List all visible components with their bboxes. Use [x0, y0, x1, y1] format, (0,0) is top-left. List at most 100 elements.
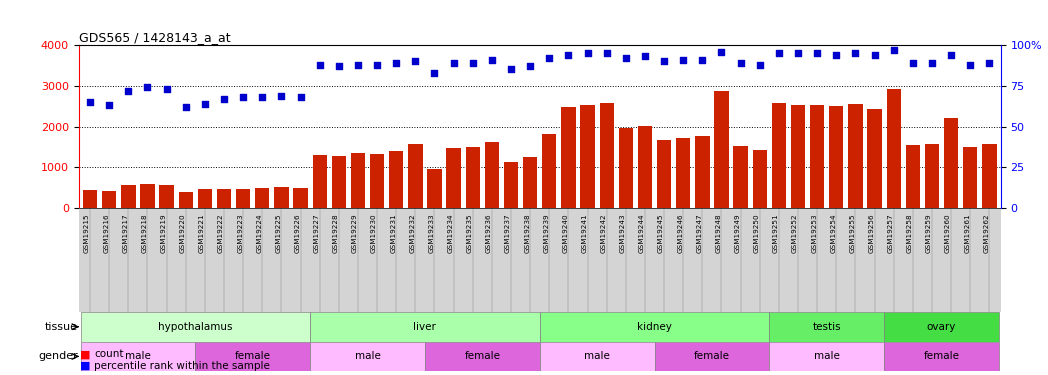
Bar [868, 109, 881, 208]
Bar [676, 138, 691, 208]
Point [733, 60, 749, 66]
Text: GSM19247: GSM19247 [696, 213, 702, 253]
Text: kidney: kidney [637, 322, 672, 332]
Bar [695, 136, 709, 208]
Point [923, 60, 940, 66]
Point [828, 52, 845, 58]
Text: GSM19261: GSM19261 [964, 213, 970, 253]
Text: hypothalamus: hypothalamus [158, 322, 233, 332]
Point [886, 47, 902, 53]
Text: GSM19229: GSM19229 [352, 213, 358, 253]
Text: percentile rank within the sample: percentile rank within the sample [94, 361, 270, 370]
Point [789, 50, 806, 56]
Text: GSM19252: GSM19252 [792, 213, 798, 253]
Bar [618, 128, 633, 208]
Point [580, 50, 596, 56]
Text: GSM19256: GSM19256 [869, 213, 875, 253]
Bar [829, 106, 844, 208]
Bar [810, 105, 825, 208]
Bar [236, 189, 250, 208]
Text: GSM19235: GSM19235 [466, 213, 473, 253]
Text: GSM19227: GSM19227 [313, 213, 320, 253]
Bar [944, 118, 958, 208]
Bar [140, 184, 155, 208]
Bar [655, 342, 769, 371]
Point [694, 57, 711, 63]
Point [216, 96, 233, 102]
Bar [293, 188, 308, 208]
Text: GSM19233: GSM19233 [429, 213, 435, 253]
Text: GSM19232: GSM19232 [410, 213, 415, 253]
Text: GSM19241: GSM19241 [582, 213, 588, 253]
Point [350, 62, 367, 68]
Point [541, 55, 558, 61]
Bar [465, 147, 480, 208]
Bar [81, 312, 310, 342]
Text: gender: gender [38, 351, 78, 361]
Point [464, 60, 481, 66]
Text: GDS565 / 1428143_a_at: GDS565 / 1428143_a_at [79, 31, 231, 44]
Bar [351, 153, 365, 208]
Text: GSM19225: GSM19225 [276, 213, 282, 253]
Bar [275, 186, 288, 208]
Text: GSM19239: GSM19239 [543, 213, 549, 253]
Text: GSM19223: GSM19223 [237, 213, 243, 253]
Bar [542, 134, 556, 208]
Text: GSM19242: GSM19242 [601, 213, 607, 253]
Text: GSM19260: GSM19260 [945, 213, 952, 253]
Point [177, 104, 194, 110]
Point [943, 52, 960, 58]
Text: male: male [584, 351, 610, 361]
Bar [905, 144, 920, 208]
Bar [389, 151, 403, 208]
Text: GSM19217: GSM19217 [123, 213, 128, 253]
Point [636, 53, 653, 59]
Point [235, 94, 252, 100]
Text: ovary: ovary [926, 322, 956, 332]
Bar [769, 312, 885, 342]
Point [962, 62, 979, 68]
Bar [963, 147, 978, 208]
Text: GSM19238: GSM19238 [524, 213, 530, 253]
Bar [791, 105, 805, 208]
Bar [122, 185, 135, 208]
Point [445, 60, 462, 66]
Point [904, 60, 921, 66]
Bar [540, 342, 655, 371]
Point [598, 50, 615, 56]
Text: male: male [125, 351, 151, 361]
Text: GSM19215: GSM19215 [84, 213, 90, 253]
Text: GSM19222: GSM19222 [218, 213, 224, 253]
Text: GSM19230: GSM19230 [371, 213, 377, 253]
Point [407, 58, 423, 64]
Text: GSM19249: GSM19249 [735, 213, 741, 253]
Bar [102, 191, 116, 208]
Text: GSM19224: GSM19224 [257, 213, 262, 253]
Point [751, 62, 768, 68]
Point [809, 50, 826, 56]
Point [388, 60, 405, 66]
Bar [217, 189, 232, 208]
Bar [159, 185, 174, 208]
Point [656, 58, 673, 64]
Text: GSM19218: GSM19218 [141, 213, 148, 253]
Text: male: male [814, 351, 839, 361]
Bar [255, 188, 269, 208]
Text: GSM19228: GSM19228 [333, 213, 339, 253]
Text: GSM19258: GSM19258 [907, 213, 913, 253]
Bar [310, 312, 540, 342]
Text: GSM19254: GSM19254 [830, 213, 836, 253]
Text: GSM19240: GSM19240 [563, 213, 568, 253]
Text: GSM19216: GSM19216 [103, 213, 109, 253]
Text: GSM19221: GSM19221 [199, 213, 204, 253]
Point [560, 52, 576, 58]
Bar [771, 103, 786, 208]
Point [503, 66, 520, 72]
Text: male: male [354, 351, 380, 361]
Point [119, 88, 136, 94]
Text: GSM19253: GSM19253 [811, 213, 817, 253]
Text: ■: ■ [80, 350, 90, 359]
Bar [523, 157, 538, 208]
Bar [485, 142, 499, 208]
Point [369, 62, 386, 68]
